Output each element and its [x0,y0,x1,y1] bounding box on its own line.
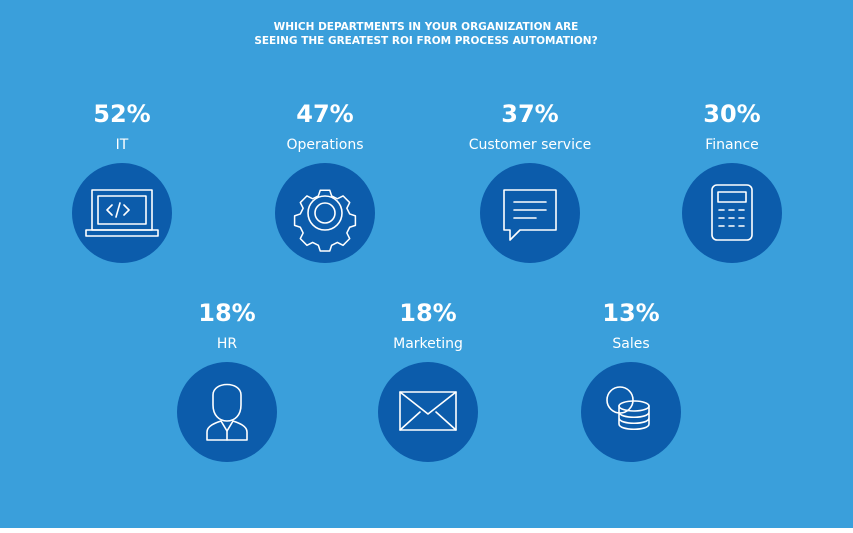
icon-circle [682,163,782,263]
chat-icon [503,189,557,241]
category-label: Finance [705,137,759,153]
calculator-icon [711,184,753,241]
person-icon [206,383,248,441]
category-label: Customer service [469,137,592,153]
value-label: 52% [93,100,150,128]
value-label: 18% [399,299,456,327]
icon-circle [378,362,478,462]
value-label: 18% [198,299,255,327]
icon-circle [275,163,375,263]
laptop-icon [85,189,159,237]
value-label: 30% [703,100,760,128]
title-line: SEEING THE GREATEST ROI FROM PROCESS AUT… [254,35,597,47]
category-label: Operations [287,137,364,153]
value-label: 47% [296,100,353,128]
category-label: Sales [612,336,649,352]
coins-icon [606,386,650,431]
value-label: 13% [602,299,659,327]
title-line: WHICH DEPARTMENTS IN YOUR ORGANIZATION A… [274,21,579,33]
icon-circle [72,163,172,263]
icon-circle [581,362,681,462]
category-label: Marketing [393,336,463,352]
icon-circle [480,163,580,263]
category-label: HR [217,336,238,352]
envelope-icon [399,391,457,431]
gear-icon [293,189,357,252]
icon-circle [177,362,277,462]
value-label: 37% [501,100,558,128]
category-label: IT [116,137,129,153]
bottom-strip [0,528,853,533]
